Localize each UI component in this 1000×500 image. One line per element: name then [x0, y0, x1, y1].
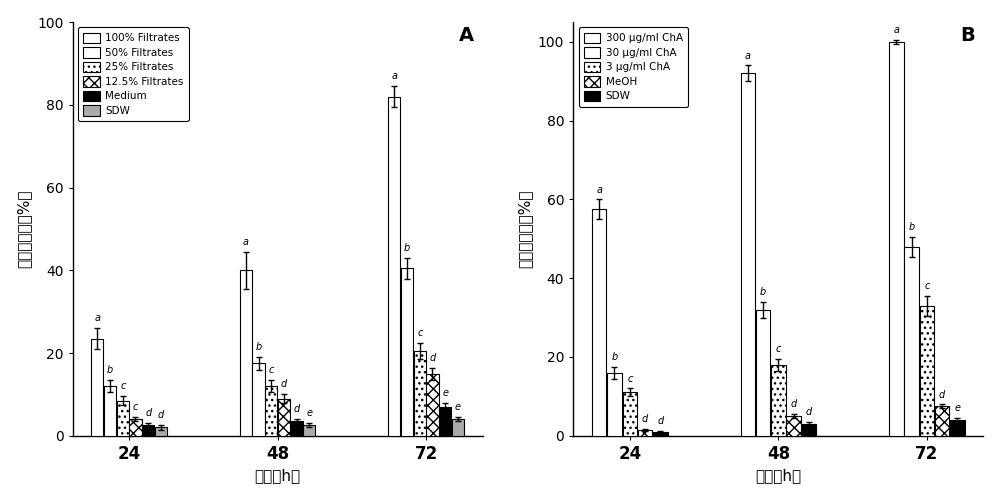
Text: c: c [417, 328, 422, 338]
Text: d: d [657, 416, 663, 426]
Text: c: c [133, 402, 138, 412]
Bar [741, 74, 755, 436]
Bar [117, 400, 129, 436]
Text: d: d [429, 352, 436, 362]
Text: d: d [158, 410, 164, 420]
Text: e: e [455, 402, 461, 412]
Bar [920, 306, 934, 436]
Bar [653, 432, 668, 436]
Bar [104, 386, 116, 436]
Text: e: e [442, 388, 448, 398]
Text: d: d [145, 408, 151, 418]
Bar [592, 210, 606, 436]
Text: d: d [642, 414, 648, 424]
Legend: 300 μg/ml ChA, 30 μg/ml ChA, 3 μg/ml ChA, MeOH, SDW: 300 μg/ml ChA, 30 μg/ml ChA, 3 μg/ml ChA… [579, 28, 688, 106]
Text: b: b [611, 352, 618, 362]
Text: c: c [120, 382, 125, 392]
Text: a: a [391, 72, 397, 82]
Y-axis label: 校正死亡率（%）: 校正死亡率（%） [17, 190, 32, 268]
Bar [129, 419, 142, 436]
Bar [802, 424, 816, 436]
Text: a: a [893, 25, 899, 35]
Bar [291, 422, 303, 436]
Text: c: c [627, 374, 632, 384]
Bar [950, 420, 965, 436]
Text: c: c [924, 281, 930, 291]
Text: a: a [243, 236, 249, 246]
Bar [91, 338, 103, 436]
Text: e: e [954, 404, 960, 413]
Bar [303, 426, 315, 436]
Text: c: c [269, 365, 274, 375]
Bar [439, 407, 451, 436]
Bar [240, 270, 252, 436]
Text: c: c [776, 344, 781, 354]
Text: b: b [760, 287, 766, 297]
Text: d: d [281, 380, 287, 390]
Text: A: A [459, 26, 474, 46]
Text: a: a [745, 51, 751, 61]
Bar [252, 364, 265, 436]
Bar [935, 406, 949, 436]
Text: b: b [107, 365, 113, 375]
Bar [623, 392, 637, 436]
Bar [155, 428, 167, 436]
Bar [607, 372, 622, 436]
Bar [278, 398, 290, 436]
X-axis label: 时间（h）: 时间（h） [255, 468, 301, 483]
Bar [756, 310, 770, 436]
Bar [265, 386, 277, 436]
Bar [426, 374, 439, 436]
Text: d: d [790, 400, 797, 409]
Text: b: b [404, 243, 410, 253]
Bar [889, 42, 904, 436]
Text: e: e [306, 408, 312, 418]
Legend: 100% Filtrates, 50% Filtrates, 25% Filtrates, 12.5% Filtrates, Medium, SDW: 100% Filtrates, 50% Filtrates, 25% Filtr… [78, 28, 188, 121]
Text: d: d [806, 407, 812, 417]
Text: a: a [94, 314, 100, 324]
Text: d: d [939, 390, 945, 400]
Bar [414, 351, 426, 436]
X-axis label: 时间（h）: 时间（h） [755, 468, 801, 483]
Y-axis label: 校正死亡率（%）: 校正死亡率（%） [517, 190, 532, 268]
Bar [142, 426, 154, 436]
Bar [452, 419, 464, 436]
Bar [904, 246, 919, 436]
Bar [388, 96, 400, 435]
Text: B: B [960, 26, 975, 46]
Bar [771, 365, 786, 436]
Bar [786, 416, 801, 436]
Bar [401, 268, 413, 436]
Text: a: a [596, 184, 602, 194]
Bar [638, 430, 652, 436]
Text: b: b [908, 222, 915, 232]
Text: d: d [294, 404, 300, 414]
Text: b: b [255, 342, 262, 352]
